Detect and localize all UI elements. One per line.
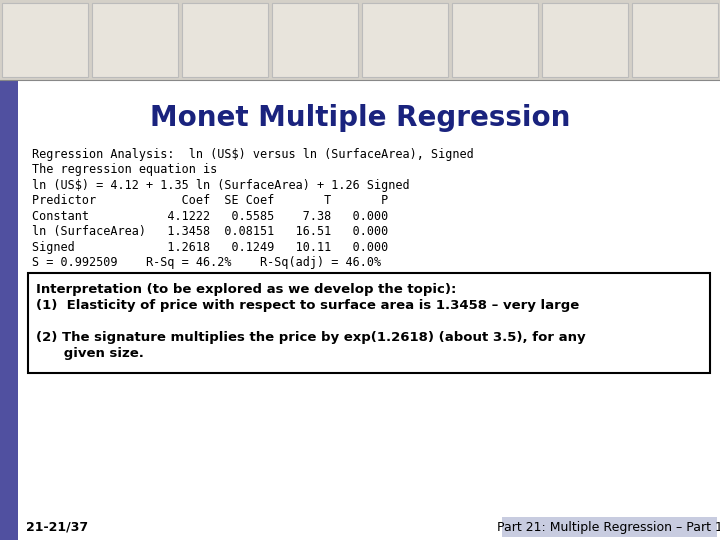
Text: ln (US$) = 4.12 + 1.35 ln (SurfaceArea) + 1.26 Signed: ln (US$) = 4.12 + 1.35 ln (SurfaceArea) … <box>32 179 410 192</box>
FancyBboxPatch shape <box>28 273 710 374</box>
FancyBboxPatch shape <box>362 3 448 77</box>
FancyBboxPatch shape <box>452 3 538 77</box>
Text: (2) The signature multiplies the price by exp(1.2618) (about 3.5), for any: (2) The signature multiplies the price b… <box>36 332 585 345</box>
FancyBboxPatch shape <box>182 3 268 77</box>
FancyBboxPatch shape <box>632 3 718 77</box>
FancyBboxPatch shape <box>272 3 358 77</box>
Text: Interpretation (to be explored as we develop the topic):: Interpretation (to be explored as we dev… <box>36 284 456 296</box>
Text: Part 21: Multiple Regression – Part 1: Part 21: Multiple Regression – Part 1 <box>497 521 720 534</box>
Text: The regression equation is: The regression equation is <box>32 164 217 177</box>
FancyBboxPatch shape <box>2 3 88 77</box>
FancyBboxPatch shape <box>0 0 720 80</box>
Text: (1)  Elasticity of price with respect to surface area is 1.3458 – very large: (1) Elasticity of price with respect to … <box>36 299 580 313</box>
Text: S = 0.992509    R-Sq = 46.2%    R-Sq(adj) = 46.0%: S = 0.992509 R-Sq = 46.2% R-Sq(adj) = 46… <box>32 256 381 269</box>
Text: Regression Analysis:  ln (US$) versus ln (SurfaceArea), Signed: Regression Analysis: ln (US$) versus ln … <box>32 148 474 161</box>
FancyBboxPatch shape <box>502 517 717 537</box>
FancyBboxPatch shape <box>92 3 178 77</box>
Text: 21-21/37: 21-21/37 <box>26 521 88 534</box>
Text: Signed             1.2618   0.1249   10.11   0.000: Signed 1.2618 0.1249 10.11 0.000 <box>32 241 388 254</box>
Text: Predictor            Coef  SE Coef       T       P: Predictor Coef SE Coef T P <box>32 194 388 207</box>
FancyBboxPatch shape <box>542 3 628 77</box>
Text: Constant           4.1222   0.5585    7.38   0.000: Constant 4.1222 0.5585 7.38 0.000 <box>32 210 388 223</box>
FancyBboxPatch shape <box>0 80 18 540</box>
Text: given size.: given size. <box>36 347 144 360</box>
Text: ln (SurfaceArea)   1.3458  0.08151   16.51   0.000: ln (SurfaceArea) 1.3458 0.08151 16.51 0.… <box>32 225 388 239</box>
Text: Monet Multiple Regression: Monet Multiple Regression <box>150 104 570 132</box>
